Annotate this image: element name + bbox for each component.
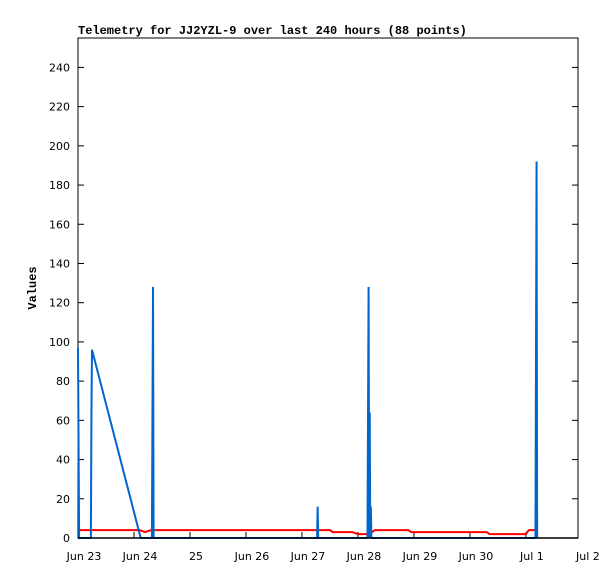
x-tick-label: Jun 23: [66, 550, 102, 563]
y-tick-label: 160: [49, 218, 70, 231]
y-tick-label: 120: [49, 297, 70, 310]
y-tick-label: 220: [49, 101, 70, 114]
x-tick-label: Jun 28: [346, 550, 382, 563]
y-tick-label: 60: [56, 414, 70, 427]
y-tick-label: 20: [56, 493, 70, 506]
x-tick-label: 25: [189, 550, 203, 563]
x-tick-label: Jul 1: [519, 550, 544, 563]
x-tick-label: Jun 27: [290, 550, 326, 563]
chart-title: Telemetry for JJ2YZL-9 over last 240 hou…: [78, 24, 467, 38]
y-tick-label: 80: [56, 375, 70, 388]
data-line: [78, 529, 538, 536]
y-tick-label: 240: [49, 61, 70, 74]
y-tick-label: 40: [56, 454, 70, 467]
y-tick-label: 200: [49, 140, 70, 153]
y-axis-label: Values: [26, 266, 40, 309]
y-tick-label: 0: [63, 532, 70, 545]
x-tick-label: Jun 24: [122, 550, 158, 563]
y-tick-label: 180: [49, 179, 70, 192]
x-tick-label: Jul 2: [575, 550, 600, 563]
data-line: [77, 161, 539, 539]
x-tick-label: Jun 29: [402, 550, 438, 563]
y-tick-label: 140: [49, 257, 70, 270]
x-tick-label: Jun 26: [234, 550, 270, 563]
y-tick-label: 100: [49, 336, 70, 349]
x-tick-label: Jun 30: [458, 550, 494, 563]
